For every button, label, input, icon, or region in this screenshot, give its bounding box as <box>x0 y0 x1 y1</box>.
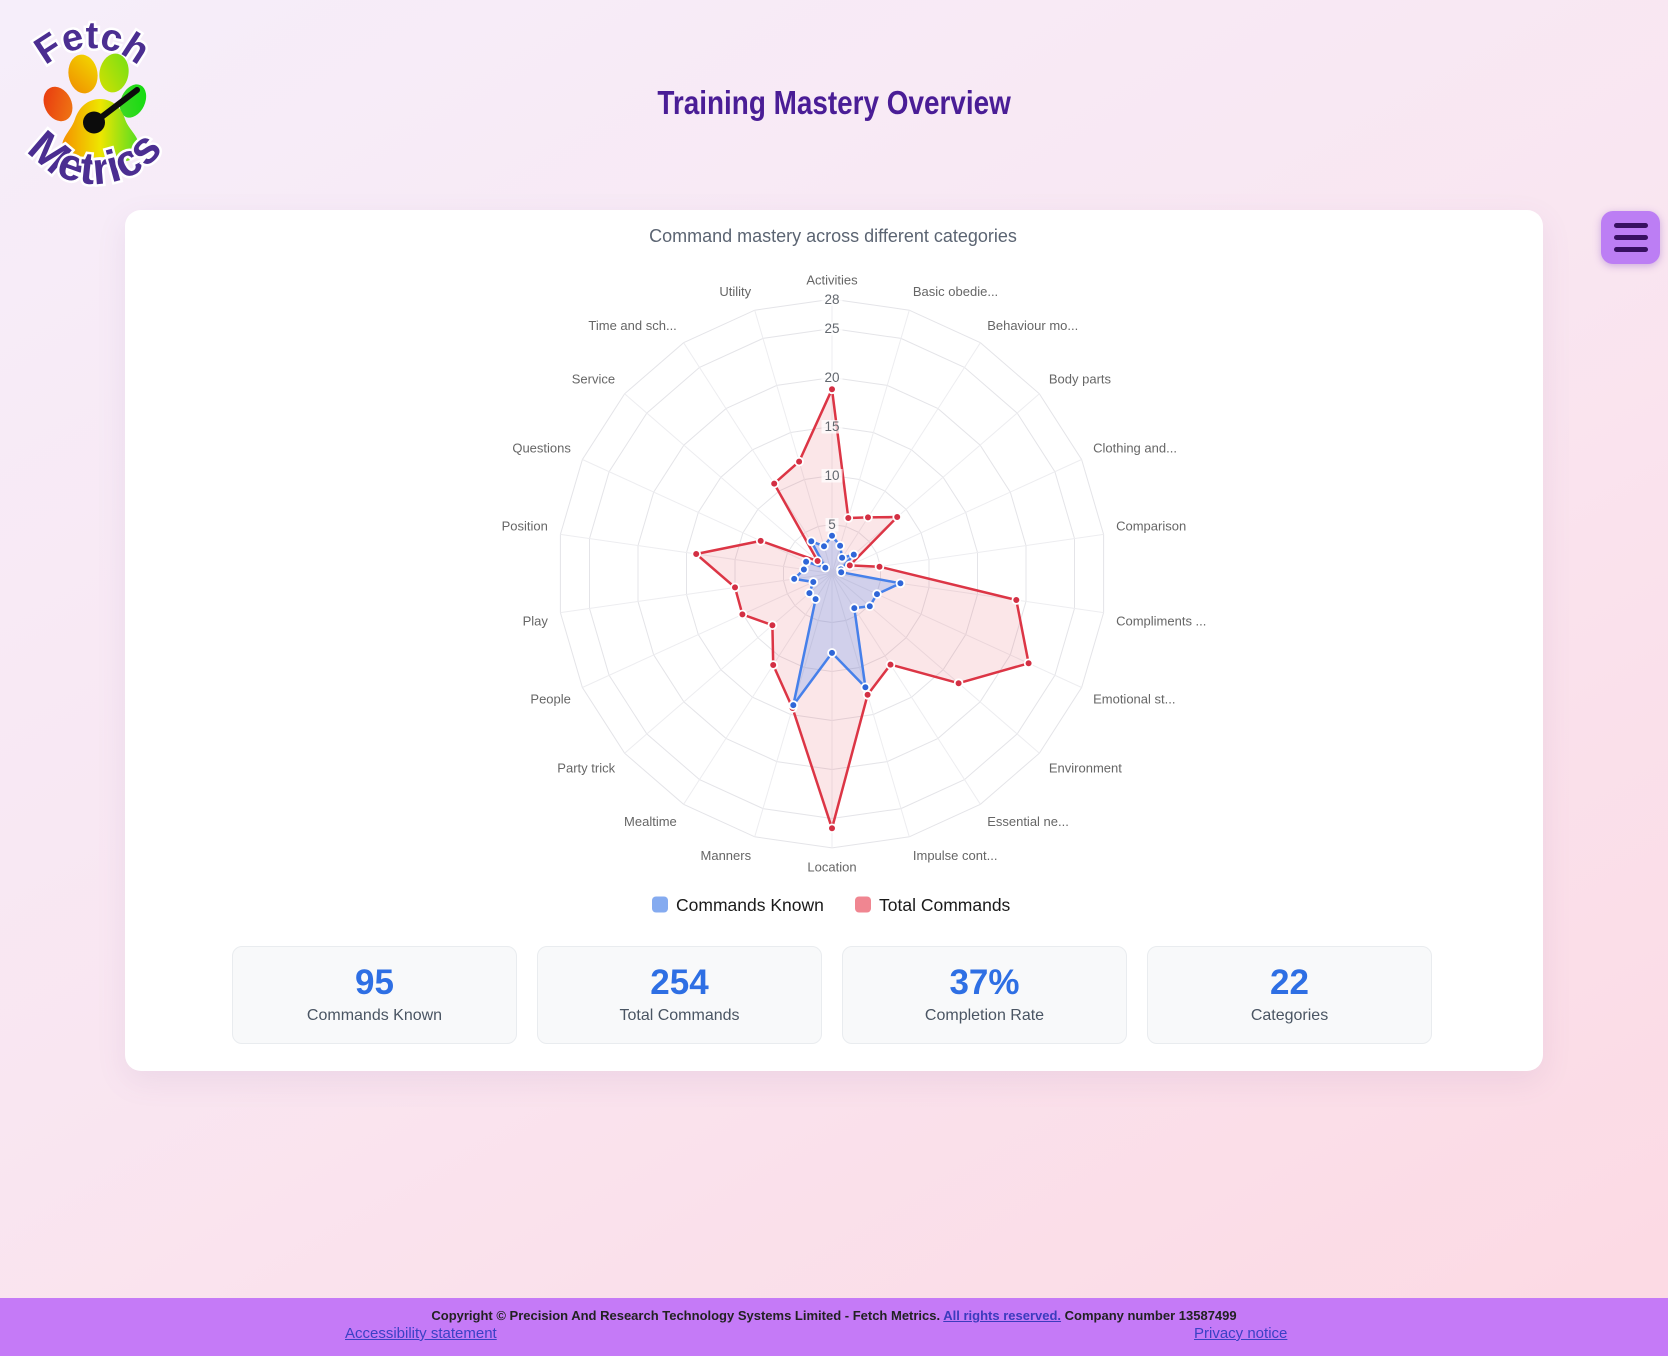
svg-text:Emotional st...: Emotional st... <box>1093 692 1175 707</box>
svg-text:Total Commands: Total Commands <box>879 895 1011 915</box>
svg-text:Position: Position <box>502 519 548 534</box>
svg-text:Service: Service <box>572 372 615 387</box>
svg-text:Essential ne...: Essential ne... <box>987 814 1069 829</box>
svg-text:Activities: Activities <box>806 273 858 288</box>
svg-text:5: 5 <box>828 517 836 532</box>
svg-text:Play: Play <box>523 613 549 628</box>
svg-text:Body parts: Body parts <box>1049 372 1112 387</box>
svg-text:People: People <box>530 692 570 707</box>
svg-text:Comparison: Comparison <box>1116 519 1186 534</box>
svg-text:Clothing and...: Clothing and... <box>1093 440 1177 455</box>
svg-text:Time and sch...: Time and sch... <box>588 318 676 333</box>
svg-text:Compliments ...: Compliments ... <box>1116 613 1206 628</box>
svg-text:Basic obedie...: Basic obedie... <box>913 284 998 299</box>
svg-text:Manners: Manners <box>701 848 752 863</box>
svg-text:Location: Location <box>807 860 856 875</box>
svg-text:10: 10 <box>824 468 839 483</box>
svg-text:Utility: Utility <box>719 284 751 299</box>
svg-text:20: 20 <box>824 370 839 385</box>
svg-text:Party trick: Party trick <box>557 760 615 775</box>
svg-text:Environment: Environment <box>1049 760 1122 775</box>
svg-text:Questions: Questions <box>512 440 571 455</box>
svg-text:Mealtime: Mealtime <box>624 814 677 829</box>
svg-text:28: 28 <box>824 292 839 307</box>
svg-text:15: 15 <box>824 419 839 434</box>
svg-text:Behaviour mo...: Behaviour mo... <box>987 318 1078 333</box>
svg-text:Impulse cont...: Impulse cont... <box>913 848 998 863</box>
svg-text:25: 25 <box>824 321 839 336</box>
svg-text:Commands Known: Commands Known <box>676 895 824 915</box>
